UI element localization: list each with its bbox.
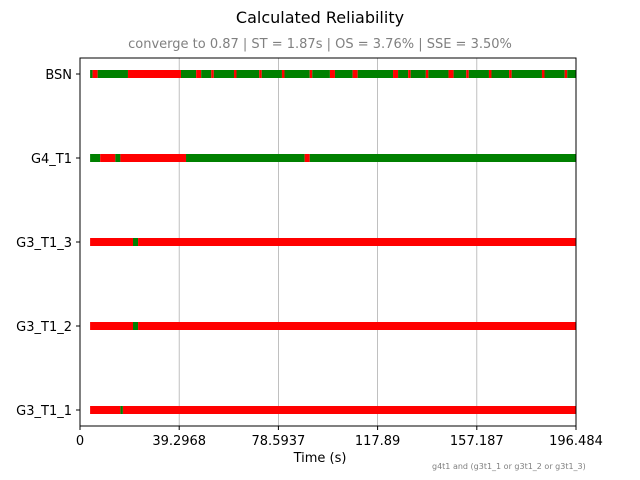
state-segment-down xyxy=(352,70,358,78)
x-axis-label: Time (s) xyxy=(293,451,347,466)
state-segment-down xyxy=(196,70,202,78)
state-segment-down xyxy=(329,70,335,78)
state-segment-up xyxy=(213,70,234,78)
expression-footnote: g4t1 and (g3t1_1 or g3t1_2 or g3t1_3) xyxy=(432,462,586,471)
state-segment-down xyxy=(211,70,214,78)
state-segment-down xyxy=(92,70,98,78)
x-tick-label: 196.484 xyxy=(549,434,603,449)
chart-title: Calculated Reliability xyxy=(235,8,405,27)
state-segment-up xyxy=(133,238,139,246)
state-segment-down xyxy=(138,322,576,330)
state-segment-up xyxy=(468,70,489,78)
state-segment-down xyxy=(393,70,399,78)
state-segment-down xyxy=(127,70,181,78)
state-segment-up xyxy=(97,70,128,78)
state-segment-down xyxy=(425,70,429,78)
state-segment-up xyxy=(90,154,101,162)
state-segment-down xyxy=(90,238,134,246)
y-tick-label: G3_T1_1 xyxy=(16,404,72,419)
state-bars xyxy=(90,70,577,414)
state-segment-up xyxy=(410,70,426,78)
y-axis-ticks: BSN G4_T1 G3_T1_3 G3_T1_2 G3_T1_1 xyxy=(16,68,80,419)
y-tick-label: G3_T1_2 xyxy=(16,320,72,335)
state-segment-up xyxy=(261,70,282,78)
state-segment-down xyxy=(509,70,512,78)
x-tick-label: 78.5937 xyxy=(252,434,306,449)
x-tick-label: 157.187 xyxy=(450,434,504,449)
state-segment-up xyxy=(201,70,212,78)
state-segment-down xyxy=(466,70,469,78)
x-tick-label: 117.89 xyxy=(355,434,401,449)
state-segment-down xyxy=(90,322,134,330)
state-segment-up xyxy=(133,322,139,330)
state-segment-up xyxy=(309,154,576,162)
state-segment-up xyxy=(236,70,260,78)
state-segment-down xyxy=(541,70,545,78)
state-segment-down xyxy=(408,70,411,78)
state-segment-up xyxy=(491,70,510,78)
state-segment-down xyxy=(448,70,454,78)
state-segment-up xyxy=(312,70,330,78)
state-segment-up xyxy=(453,70,467,78)
state-segment-up xyxy=(544,70,565,78)
state-segment-up xyxy=(90,70,93,78)
state-segment-up xyxy=(334,70,353,78)
state-segment-down xyxy=(259,70,262,78)
state-segment-up xyxy=(398,70,409,78)
y-tick-label: BSN xyxy=(45,68,72,83)
state-segment-up xyxy=(120,406,123,414)
x-tick-label: 0 xyxy=(76,434,84,449)
y-tick-label: G3_T1_3 xyxy=(16,236,72,251)
state-segment-down xyxy=(281,70,285,78)
state-segment-up xyxy=(180,70,197,78)
state-segment-up xyxy=(428,70,449,78)
state-segment-up xyxy=(511,70,542,78)
state-segment-down xyxy=(122,406,577,414)
state-segment-down xyxy=(138,238,576,246)
state-segment-up xyxy=(567,70,576,78)
state-segment-down xyxy=(120,154,187,162)
y-tick-label: G4_T1 xyxy=(31,152,72,167)
x-axis-ticks: 0 39.2968 78.5937 117.89 157.187 196.484 xyxy=(76,426,603,449)
state-segment-up xyxy=(186,154,305,162)
state-segment-up xyxy=(357,70,394,78)
state-segment-up xyxy=(284,70,310,78)
x-tick-label: 39.2968 xyxy=(152,434,206,449)
state-segment-down xyxy=(564,70,568,78)
state-segment-down xyxy=(309,70,313,78)
state-segment-down xyxy=(304,154,310,162)
state-segment-down xyxy=(488,70,492,78)
state-segment-down xyxy=(100,154,116,162)
chart-subtitle: converge to 0.87 | ST = 1.87s | OS = 3.7… xyxy=(128,37,512,52)
state-segment-down xyxy=(90,406,121,414)
state-segment-down xyxy=(233,70,237,78)
state-segment-up xyxy=(115,154,121,162)
